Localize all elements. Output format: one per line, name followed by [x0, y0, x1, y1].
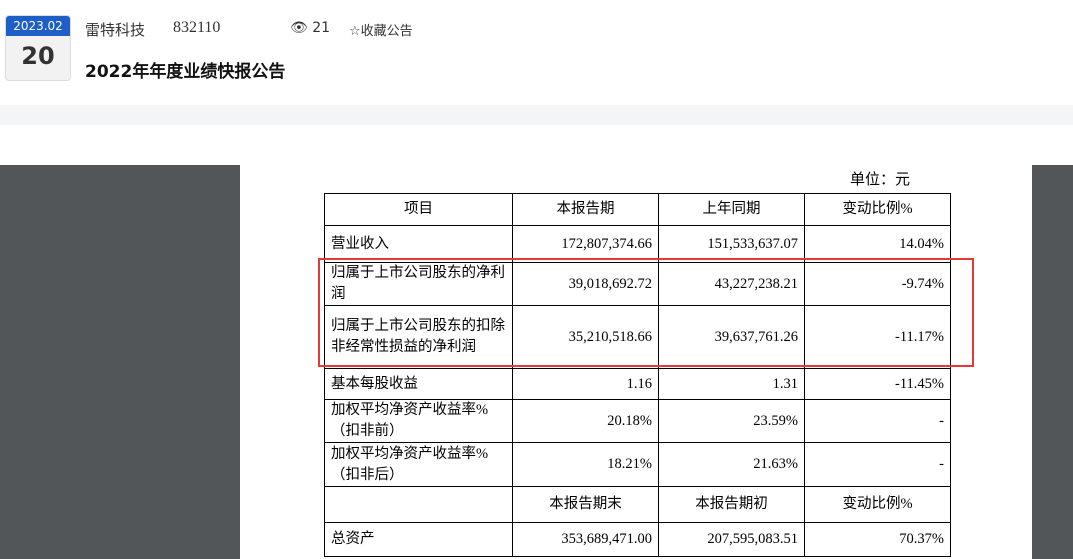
table-cell: -9.74% — [804, 262, 951, 306]
company-name[interactable]: 雷特科技 — [85, 21, 146, 39]
view-count-value: 21 — [312, 20, 331, 36]
view-count: 👁 21 — [290, 20, 330, 36]
table-cell: 151,533,637.07 — [658, 225, 805, 263]
table-row: 归属于上市公司股东的净利润 39,018,692.72 43,227,238.21-… — [324, 262, 951, 306]
date-year-month: 2023.02 — [6, 16, 70, 36]
table-cell: 70.37% — [804, 522, 951, 557]
table-cell: 353,689,471.00 — [512, 522, 659, 557]
table-cell: - — [804, 442, 951, 487]
table-cell: 43,227,238.21 — [658, 262, 805, 306]
stock-code: 832110 — [173, 19, 221, 36]
table-cell: 20.18% — [512, 399, 659, 443]
page-title: 2022年年度业绩快报公告 — [85, 62, 286, 82]
table-cell: 21.63% — [658, 442, 805, 487]
column-header: 本报告期末 — [512, 486, 659, 523]
table-header-row: 项目 本报告期 上年同期 变动比例% — [324, 193, 951, 226]
table-row: 营业收入 172,807,374.66 151,533,637.07 14.04% — [324, 225, 951, 263]
eye-icon: 👁 — [290, 20, 308, 36]
favorite-button[interactable]: ☆收藏公告 — [349, 24, 413, 39]
date-badge: 2023.02 20 — [5, 15, 71, 81]
table-row: 加权平均净资产收益率%（扣非后） 18.21% 21.63% - — [324, 442, 951, 487]
table-cell: 14.04% — [804, 225, 951, 263]
table-cell: 加权平均净资产收益率%（扣非后） — [324, 442, 513, 487]
table-cell: 归属于上市公司股东的扣除非经常性损益的净利润 — [324, 305, 513, 369]
table-cell: 归属于上市公司股东的净利润 — [324, 262, 513, 306]
column-header: 项目 — [324, 193, 513, 226]
column-header — [324, 486, 513, 523]
table-cell: 18.21% — [512, 442, 659, 487]
table-cell: 基本每股收益 — [324, 368, 513, 400]
unit-label: 单位：元 — [850, 172, 911, 188]
table-cell: 39,637,761.26 — [658, 305, 805, 369]
column-header: 变动比例% — [804, 486, 951, 523]
column-header: 上年同期 — [658, 193, 805, 226]
table-cell: 39,018,692.72 — [512, 262, 659, 306]
table-cell: - — [804, 399, 951, 443]
table-cell: 总资产 — [324, 522, 513, 557]
column-header: 本报告期 — [512, 193, 659, 226]
financial-table: 项目 本报告期 上年同期 变动比例% 营业收入 172,807,374.66 151,533… — [324, 193, 951, 557]
divider-band — [0, 105, 1073, 125]
table-cell: 207,595,083.51 — [658, 522, 805, 557]
date-day: 20 — [21, 42, 55, 70]
table-cell: 营业收入 — [324, 225, 513, 263]
table-row: 基本每股收益 1.16 1.31 -11.45% — [324, 368, 951, 400]
column-header: 变动比例% — [804, 193, 951, 226]
table-row: 加权平均净资产收益率%（扣非前） 20.18% 23.59% - — [324, 399, 951, 443]
column-header: 本报告期初 — [658, 486, 805, 523]
table-cell: 23.59% — [658, 399, 805, 443]
table-row: 归属于上市公司股东的扣除非经常性损益的净利润 35,210,518.66 39,63… — [324, 305, 951, 369]
table-cell: 35,210,518.66 — [512, 305, 659, 369]
table-cell: 加权平均净资产收益率%（扣非前） — [324, 399, 513, 443]
table-cell: 172,807,374.66 — [512, 225, 659, 263]
table-cell: 1.16 — [512, 368, 659, 400]
table-cell: -11.45% — [804, 368, 951, 400]
highlight-box — [318, 258, 974, 367]
table-row: 总资产 353,689,471.00 207,595,083.51 70.37% — [324, 522, 951, 557]
table-cell: 1.31 — [658, 368, 805, 400]
table-header-row: 本报告期末 本报告期初 变动比例% — [324, 486, 951, 523]
